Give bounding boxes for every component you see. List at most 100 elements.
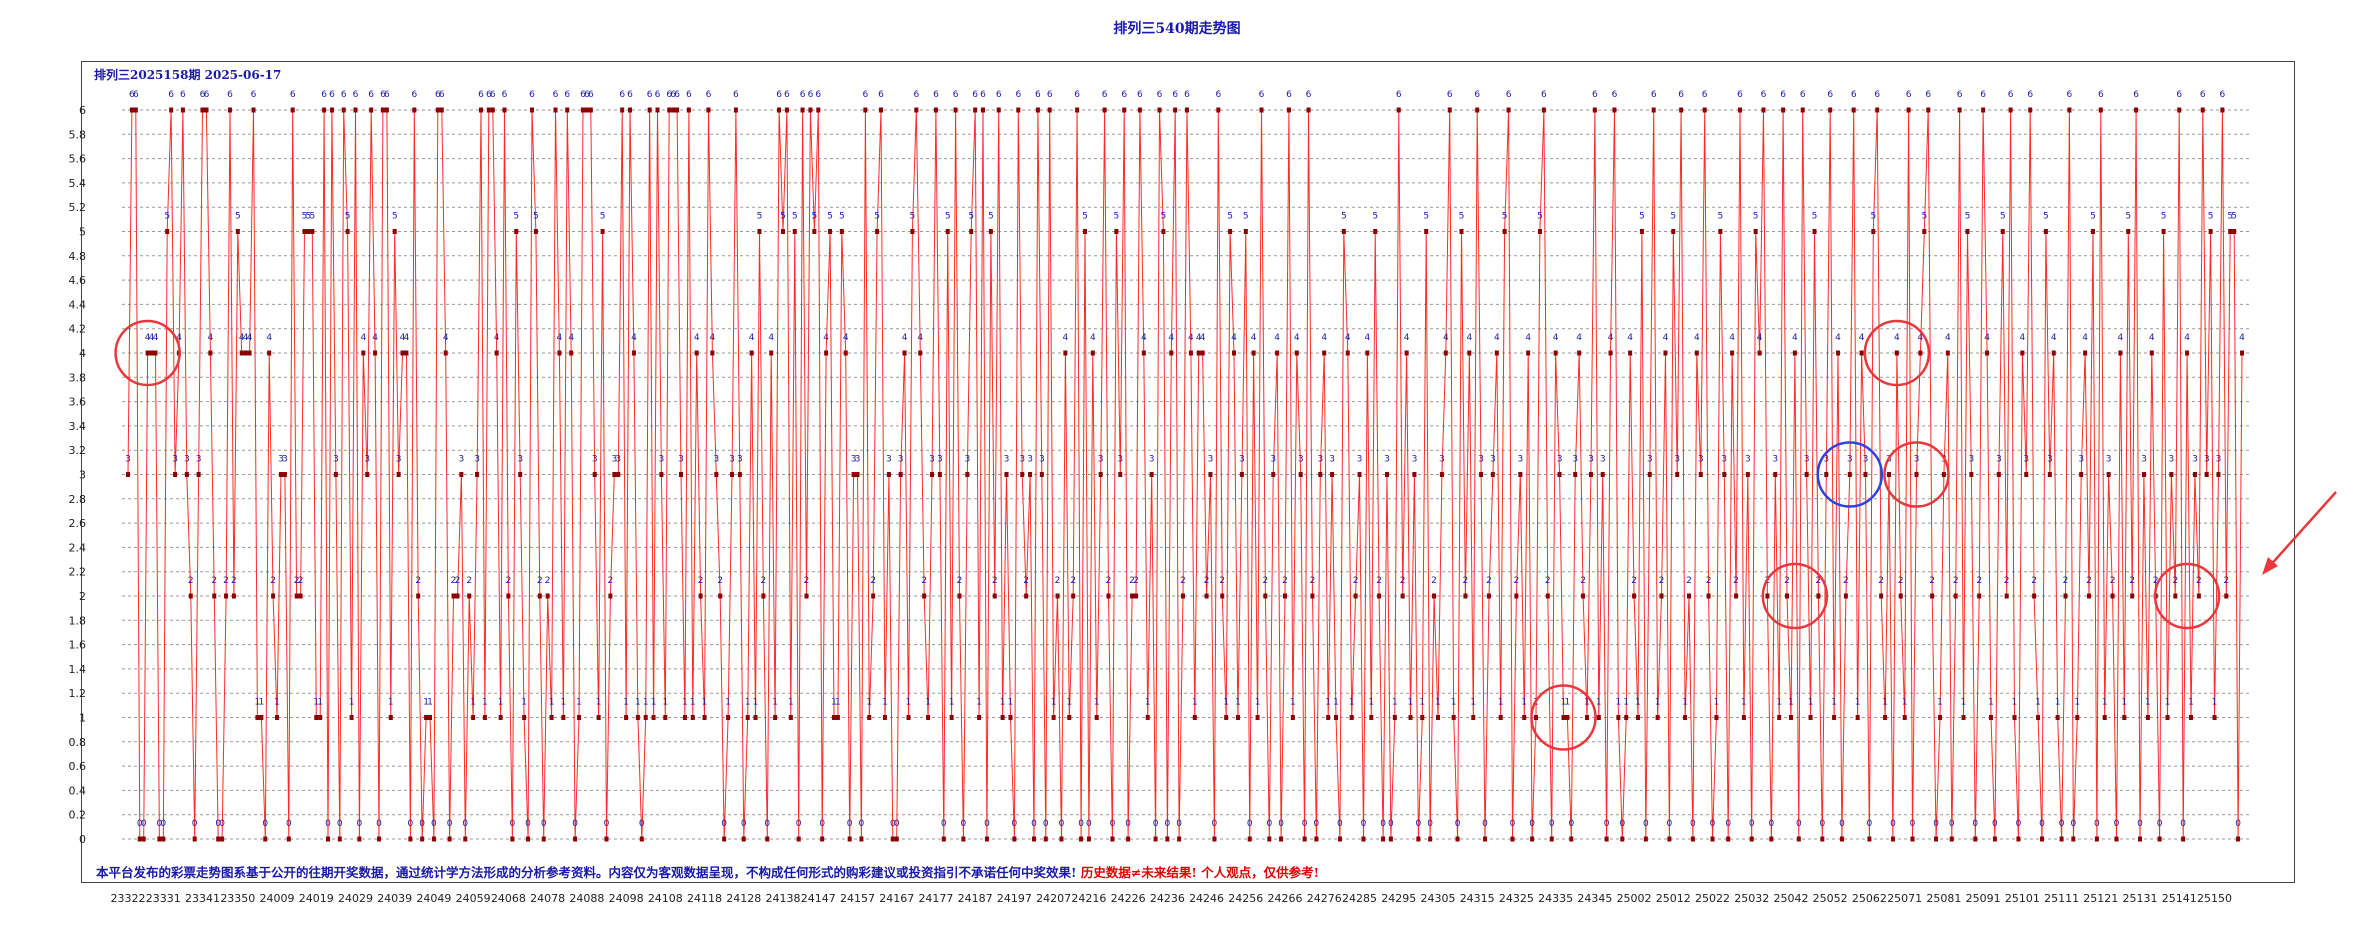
data-label: 3 bbox=[1357, 455, 1363, 465]
data-label: 6 bbox=[776, 90, 782, 100]
data-point bbox=[1471, 715, 1476, 720]
data-label: 5 bbox=[1502, 212, 1508, 222]
data-label: 1 bbox=[2055, 698, 2061, 708]
data-label: 1 bbox=[635, 698, 641, 708]
data-label: 2 bbox=[211, 576, 217, 586]
data-label: 6 bbox=[1396, 90, 1402, 100]
data-point bbox=[2122, 715, 2127, 720]
data-label: 6 bbox=[1474, 90, 1480, 100]
data-label: 6 bbox=[647, 90, 653, 100]
data-point bbox=[439, 107, 444, 113]
data-point bbox=[800, 107, 805, 113]
data-point bbox=[918, 350, 923, 356]
data-point bbox=[792, 229, 797, 234]
data-label: 4 bbox=[443, 333, 449, 343]
data-label: 5 bbox=[1670, 212, 1676, 222]
chart-subtitle: 排列三2025158期 2025-06-17 bbox=[94, 68, 282, 82]
data-label: 0 bbox=[1529, 819, 1535, 829]
data-label: 3 bbox=[1721, 455, 1727, 465]
data-label: 5 bbox=[1161, 212, 1167, 222]
data-label: 1 bbox=[317, 698, 323, 708]
pointer-arrow-head bbox=[2262, 557, 2278, 575]
data-label: 2 bbox=[1878, 576, 1884, 586]
data-point bbox=[1636, 715, 1640, 720]
data-label: 0 bbox=[639, 819, 645, 829]
data-label: 6 bbox=[1035, 90, 1041, 100]
data-point bbox=[1086, 836, 1091, 842]
data-label: 4 bbox=[1859, 333, 1865, 343]
data-point bbox=[1702, 107, 1707, 113]
data-point bbox=[867, 715, 872, 720]
data-point bbox=[2149, 350, 2154, 356]
data-point bbox=[1377, 593, 1382, 599]
data-point bbox=[961, 836, 966, 842]
data-label: 1 bbox=[835, 698, 841, 708]
data-label: 6 bbox=[321, 90, 327, 100]
data-label: 3 bbox=[659, 455, 665, 465]
data-point bbox=[1392, 715, 1397, 720]
data-point bbox=[1518, 472, 1523, 477]
data-point bbox=[1212, 836, 1217, 842]
data-label: 6 bbox=[1800, 90, 1806, 100]
data-point bbox=[1534, 715, 1539, 720]
data-label: 2 bbox=[1376, 576, 1382, 586]
data-point bbox=[1855, 715, 1860, 720]
data-point bbox=[2134, 107, 2139, 113]
data-point bbox=[2012, 715, 2017, 720]
data-label: 0 bbox=[1125, 819, 1131, 829]
x-tick-label: 24108 bbox=[648, 892, 683, 905]
data-point bbox=[1949, 836, 1954, 842]
x-tick-label: 24236 bbox=[1150, 892, 1185, 905]
data-point bbox=[2118, 350, 2123, 356]
data-label: 4 bbox=[1141, 333, 1147, 343]
data-label: 2 bbox=[455, 576, 461, 586]
data-label: 5 bbox=[1243, 212, 1249, 222]
data-label: 6 bbox=[251, 90, 257, 100]
data-label: 5 bbox=[1082, 212, 1088, 222]
data-label: 6 bbox=[553, 90, 559, 100]
data-point bbox=[1600, 472, 1605, 477]
data-point bbox=[1941, 472, 1946, 477]
data-point bbox=[294, 593, 299, 599]
data-point bbox=[1632, 593, 1637, 599]
data-label: 4 bbox=[145, 333, 151, 343]
data-label: 3 bbox=[1208, 455, 1214, 465]
data-point bbox=[1690, 836, 1695, 842]
data-point bbox=[1887, 472, 1892, 477]
data-label: 1 bbox=[549, 698, 555, 708]
data-label: 2 bbox=[294, 576, 300, 586]
data-point bbox=[1537, 229, 1542, 234]
data-point bbox=[1753, 229, 1758, 234]
x-tick-label: 24285 bbox=[1342, 892, 1377, 905]
data-label: 3 bbox=[1317, 455, 1323, 465]
data-point bbox=[2138, 836, 2143, 842]
x-tick-label: 25022 bbox=[1695, 892, 1730, 905]
data-label: 3 bbox=[1572, 455, 1578, 465]
data-point bbox=[1424, 229, 1429, 234]
data-label: 5 bbox=[2161, 212, 2167, 222]
data-label: 2 bbox=[1706, 576, 1712, 586]
data-label: 1 bbox=[521, 698, 527, 708]
data-point bbox=[784, 107, 789, 113]
data-point bbox=[2087, 593, 2092, 599]
data-label: 5 bbox=[945, 212, 951, 222]
data-point bbox=[1867, 836, 1872, 842]
x-tick-label: 24039 bbox=[377, 892, 412, 905]
data-point bbox=[722, 836, 727, 842]
data-point bbox=[404, 350, 409, 356]
data-point bbox=[639, 836, 644, 842]
x-tick-label: 23341 bbox=[185, 892, 220, 905]
data-point bbox=[2024, 472, 2029, 477]
x-tick-label: 25062 bbox=[1852, 892, 1887, 905]
data-point bbox=[380, 107, 385, 113]
data-label: 6 bbox=[2027, 90, 2033, 100]
data-label: 5 bbox=[1639, 212, 1645, 222]
data-point bbox=[243, 350, 248, 356]
data-point bbox=[1859, 350, 1864, 356]
data-point bbox=[553, 107, 558, 113]
x-tick-label: 24157 bbox=[840, 892, 875, 905]
data-label: 2 bbox=[2086, 576, 2092, 586]
data-label: 6 bbox=[384, 90, 390, 100]
data-point bbox=[855, 472, 860, 477]
data-point bbox=[1981, 107, 1986, 113]
